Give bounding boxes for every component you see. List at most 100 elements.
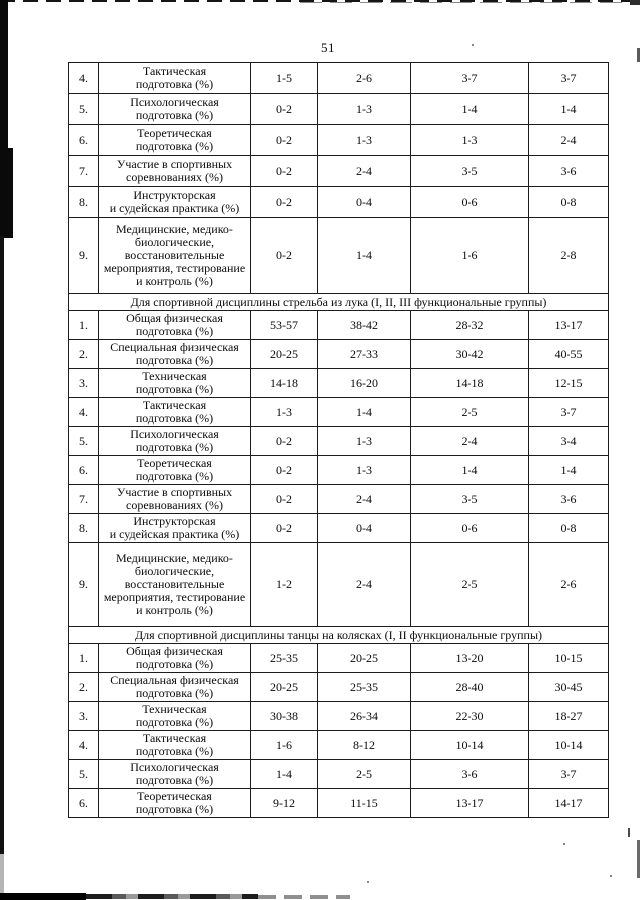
table-row: 6. Теоретическая подготовка (%) 0-2 1-3 1-3 2…	[68, 124, 609, 156]
row-number: 4.	[68, 62, 99, 94]
row-value: 30-45	[528, 672, 609, 702]
table-row: 3. Техническая подготовка (%) 30-38 26-34 22…	[68, 701, 609, 731]
scan-artifact-left-bar-fade	[0, 854, 4, 900]
row-value: 3-5	[410, 484, 529, 514]
row-value: 2-6	[528, 542, 609, 627]
row-number: 2.	[68, 672, 99, 702]
row-label: Участие в спортивных соревнованиях (%)	[98, 155, 251, 187]
row-value: 10-14	[528, 730, 609, 760]
row-value: 1-3	[317, 124, 411, 156]
table-row: 9. Медицинские, медико- биологические, во…	[68, 542, 609, 627]
row-value: 1-3	[317, 93, 411, 125]
scan-speck	[628, 828, 630, 837]
row-value: 0-2	[250, 484, 318, 514]
scan-speck	[610, 875, 612, 877]
row-number: 1.	[68, 643, 99, 673]
row-value: 16-20	[317, 368, 411, 398]
row-value: 0-6	[410, 186, 529, 218]
table-row: 6. Теоретическая подготовка (%) 0-2 1-3 1-4 1…	[68, 455, 609, 485]
row-value: 28-32	[410, 310, 529, 340]
table-row: 2. Специальная физическая подготовка (%) 2…	[68, 672, 609, 702]
row-number: 7.	[68, 484, 99, 514]
row-label: Тактическая подготовка (%)	[98, 62, 251, 94]
scan-artifact-right-mark-low	[637, 840, 640, 878]
row-value: 1-3	[317, 455, 411, 485]
row-value: 30-42	[410, 339, 529, 369]
row-label: Теоретическая подготовка (%)	[98, 124, 251, 156]
table-row: 2. Специальная физическая подготовка (%) 2…	[68, 339, 609, 369]
row-value: 13-20	[410, 643, 529, 673]
row-value: 2-5	[410, 542, 529, 627]
page-number: 51	[321, 40, 335, 55]
scan-artifact-right-mark-top	[630, 0, 640, 5]
training-distribution-table: 4. Тактическая подготовка (%) 1-5 2-6 3-7 3-7…	[68, 62, 609, 818]
row-label: Общая физическая подготовка (%)	[98, 310, 251, 340]
row-value: 20-25	[250, 672, 318, 702]
row-label: Медицинские, медико- биологические, восс…	[98, 217, 251, 294]
row-value: 1-6	[250, 730, 318, 760]
table-row: 4. Тактическая подготовка (%) 1-3 1-4 2-5 3-7	[68, 397, 609, 427]
row-value: 53-57	[250, 310, 318, 340]
row-number: 3.	[68, 368, 99, 398]
row-number: 4.	[68, 397, 99, 427]
section-title: Для спортивной дисциплины танцы на коляс…	[68, 626, 609, 644]
table-row: 7. Участие в спортивных соревнованиях (%)…	[68, 484, 609, 514]
table-row: 3. Техническая подготовка (%) 14-18 16-20 14…	[68, 368, 609, 398]
row-value: 26-34	[317, 701, 411, 731]
row-value: 0-2	[250, 155, 318, 187]
row-value: 1-3	[410, 124, 529, 156]
row-label: Инструкторская и судейская практика (%)	[98, 513, 251, 543]
row-label: Техническая подготовка (%)	[98, 701, 251, 731]
row-value: 0-8	[528, 186, 609, 218]
row-value: 3-6	[528, 155, 609, 187]
row-value: 0-8	[528, 513, 609, 543]
row-value: 2-5	[410, 397, 529, 427]
row-number: 5.	[68, 759, 99, 789]
scan-speck	[563, 843, 565, 845]
row-label: Участие в спортивных соревнованиях (%)	[98, 484, 251, 514]
row-value: 0-2	[250, 124, 318, 156]
row-label: Медицинские, медико- биологические, восс…	[98, 542, 251, 627]
scan-artifact-left-bar-bump	[0, 148, 13, 238]
row-value: 10-15	[528, 643, 609, 673]
row-value: 3-7	[528, 62, 609, 94]
row-value: 1-4	[410, 455, 529, 485]
row-value: 3-6	[410, 759, 529, 789]
row-label: Инструкторская и судейская практика (%)	[98, 186, 251, 218]
table-row: 1. Общая физическая подготовка (%) 25-35 20…	[68, 643, 609, 673]
row-value: 11-15	[317, 788, 411, 818]
row-number: 2.	[68, 339, 99, 369]
row-value: 3-7	[528, 759, 609, 789]
row-value: 1-4	[528, 455, 609, 485]
scan-artifact-right-mark-mid	[637, 48, 640, 62]
row-value: 25-35	[317, 672, 411, 702]
scan-artifact-top-edge	[0, 0, 640, 2]
scan-artifact-bottom-dashes	[86, 894, 258, 899]
row-value: 2-4	[317, 542, 411, 627]
row-value: 30-38	[250, 701, 318, 731]
row-value: 14-17	[528, 788, 609, 818]
row-label: Специальная физическая подготовка (%)	[98, 672, 251, 702]
row-value: 38-42	[317, 310, 411, 340]
row-label: Техническая подготовка (%)	[98, 368, 251, 398]
row-number: 7.	[68, 155, 99, 187]
row-value: 0-2	[250, 217, 318, 294]
section-header-row: Для спортивной дисциплины стрельба из лу…	[68, 293, 609, 311]
scan-speck	[367, 881, 369, 883]
row-value: 2-6	[317, 62, 411, 94]
table-row: 5. Психологическая подготовка (%) 0-2 1-3 1-…	[68, 93, 609, 125]
row-number: 6.	[68, 124, 99, 156]
row-value: 40-55	[528, 339, 609, 369]
scan-artifact-top-edge-gray	[300, 2, 640, 3]
row-number: 6.	[68, 455, 99, 485]
row-value: 3-5	[410, 155, 529, 187]
row-value: 1-3	[250, 397, 318, 427]
table-row: 8. Инструкторская и судейская практика (%…	[68, 186, 609, 218]
section-header-row: Для спортивной дисциплины танцы на коляс…	[68, 626, 609, 644]
row-value: 3-7	[410, 62, 529, 94]
row-value: 2-5	[317, 759, 411, 789]
row-value: 0-2	[250, 455, 318, 485]
row-value: 3-4	[528, 426, 609, 456]
row-label: Общая физическая подготовка (%)	[98, 643, 251, 673]
